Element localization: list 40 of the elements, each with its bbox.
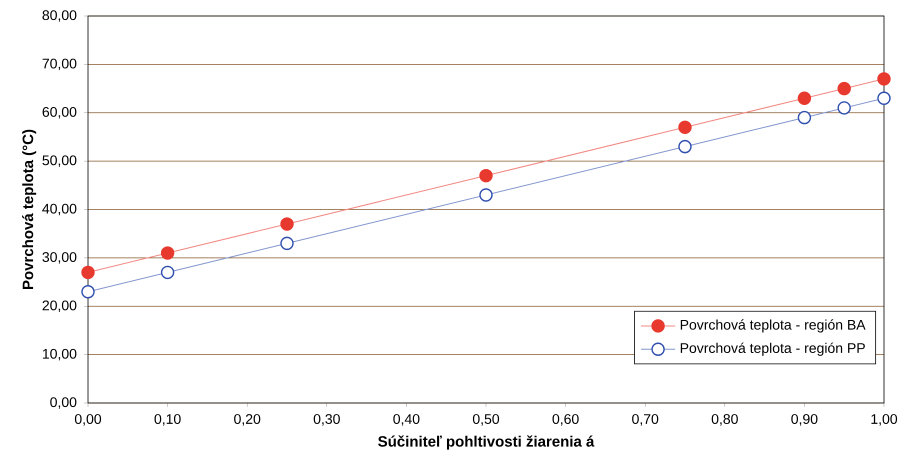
y-tick-label: 40,00 bbox=[42, 204, 76, 216]
point bbox=[678, 140, 692, 154]
x-tick-label: 0,80 bbox=[712, 414, 738, 426]
point bbox=[160, 266, 174, 280]
point bbox=[798, 110, 812, 124]
y-tick-label: 80,00 bbox=[42, 10, 76, 22]
legend-label: Povrchová teplota - región BA bbox=[680, 319, 866, 333]
y-tick-label: 20,00 bbox=[42, 300, 76, 312]
y-tick-label: 50,00 bbox=[42, 155, 76, 167]
point bbox=[479, 168, 493, 182]
x-tick-label: 0,60 bbox=[552, 414, 579, 426]
point bbox=[160, 246, 174, 260]
point bbox=[678, 120, 692, 134]
x-tick-label: 0,20 bbox=[234, 414, 260, 426]
x-tick-label: 0,40 bbox=[393, 414, 420, 426]
x-tick-label: 0,00 bbox=[74, 414, 102, 426]
point bbox=[280, 236, 294, 250]
x-tick-label: 0,50 bbox=[472, 414, 500, 426]
point bbox=[798, 92, 812, 105]
point bbox=[479, 188, 493, 202]
point bbox=[81, 266, 95, 280]
point bbox=[877, 92, 891, 105]
point bbox=[838, 82, 851, 96]
x-axis-title: Súčiniteľ pohltivosti žiarenia á bbox=[378, 435, 594, 450]
point bbox=[81, 285, 95, 298]
y-tick-label: 30,00 bbox=[42, 252, 76, 264]
x-tick-label: 0,70 bbox=[632, 414, 658, 426]
y-tick-label: 70,00 bbox=[42, 58, 76, 70]
y-tick-label: 0,00 bbox=[50, 397, 76, 409]
x-tick-label: 0,10 bbox=[154, 414, 181, 426]
x-tick-label: 0,30 bbox=[314, 414, 340, 426]
x-tick-label: 1,00 bbox=[871, 414, 898, 426]
y-axis-title: Povrchová teplota (°C) bbox=[22, 130, 36, 290]
y-tick-label: 10,00 bbox=[42, 348, 76, 360]
y-tick-label: 60,00 bbox=[42, 107, 76, 119]
legend-label: Povrchová teplota - región PP bbox=[680, 342, 865, 356]
point bbox=[838, 101, 851, 115]
x-tick-label: 0,90 bbox=[791, 414, 818, 426]
point bbox=[877, 72, 891, 86]
point bbox=[280, 217, 294, 231]
